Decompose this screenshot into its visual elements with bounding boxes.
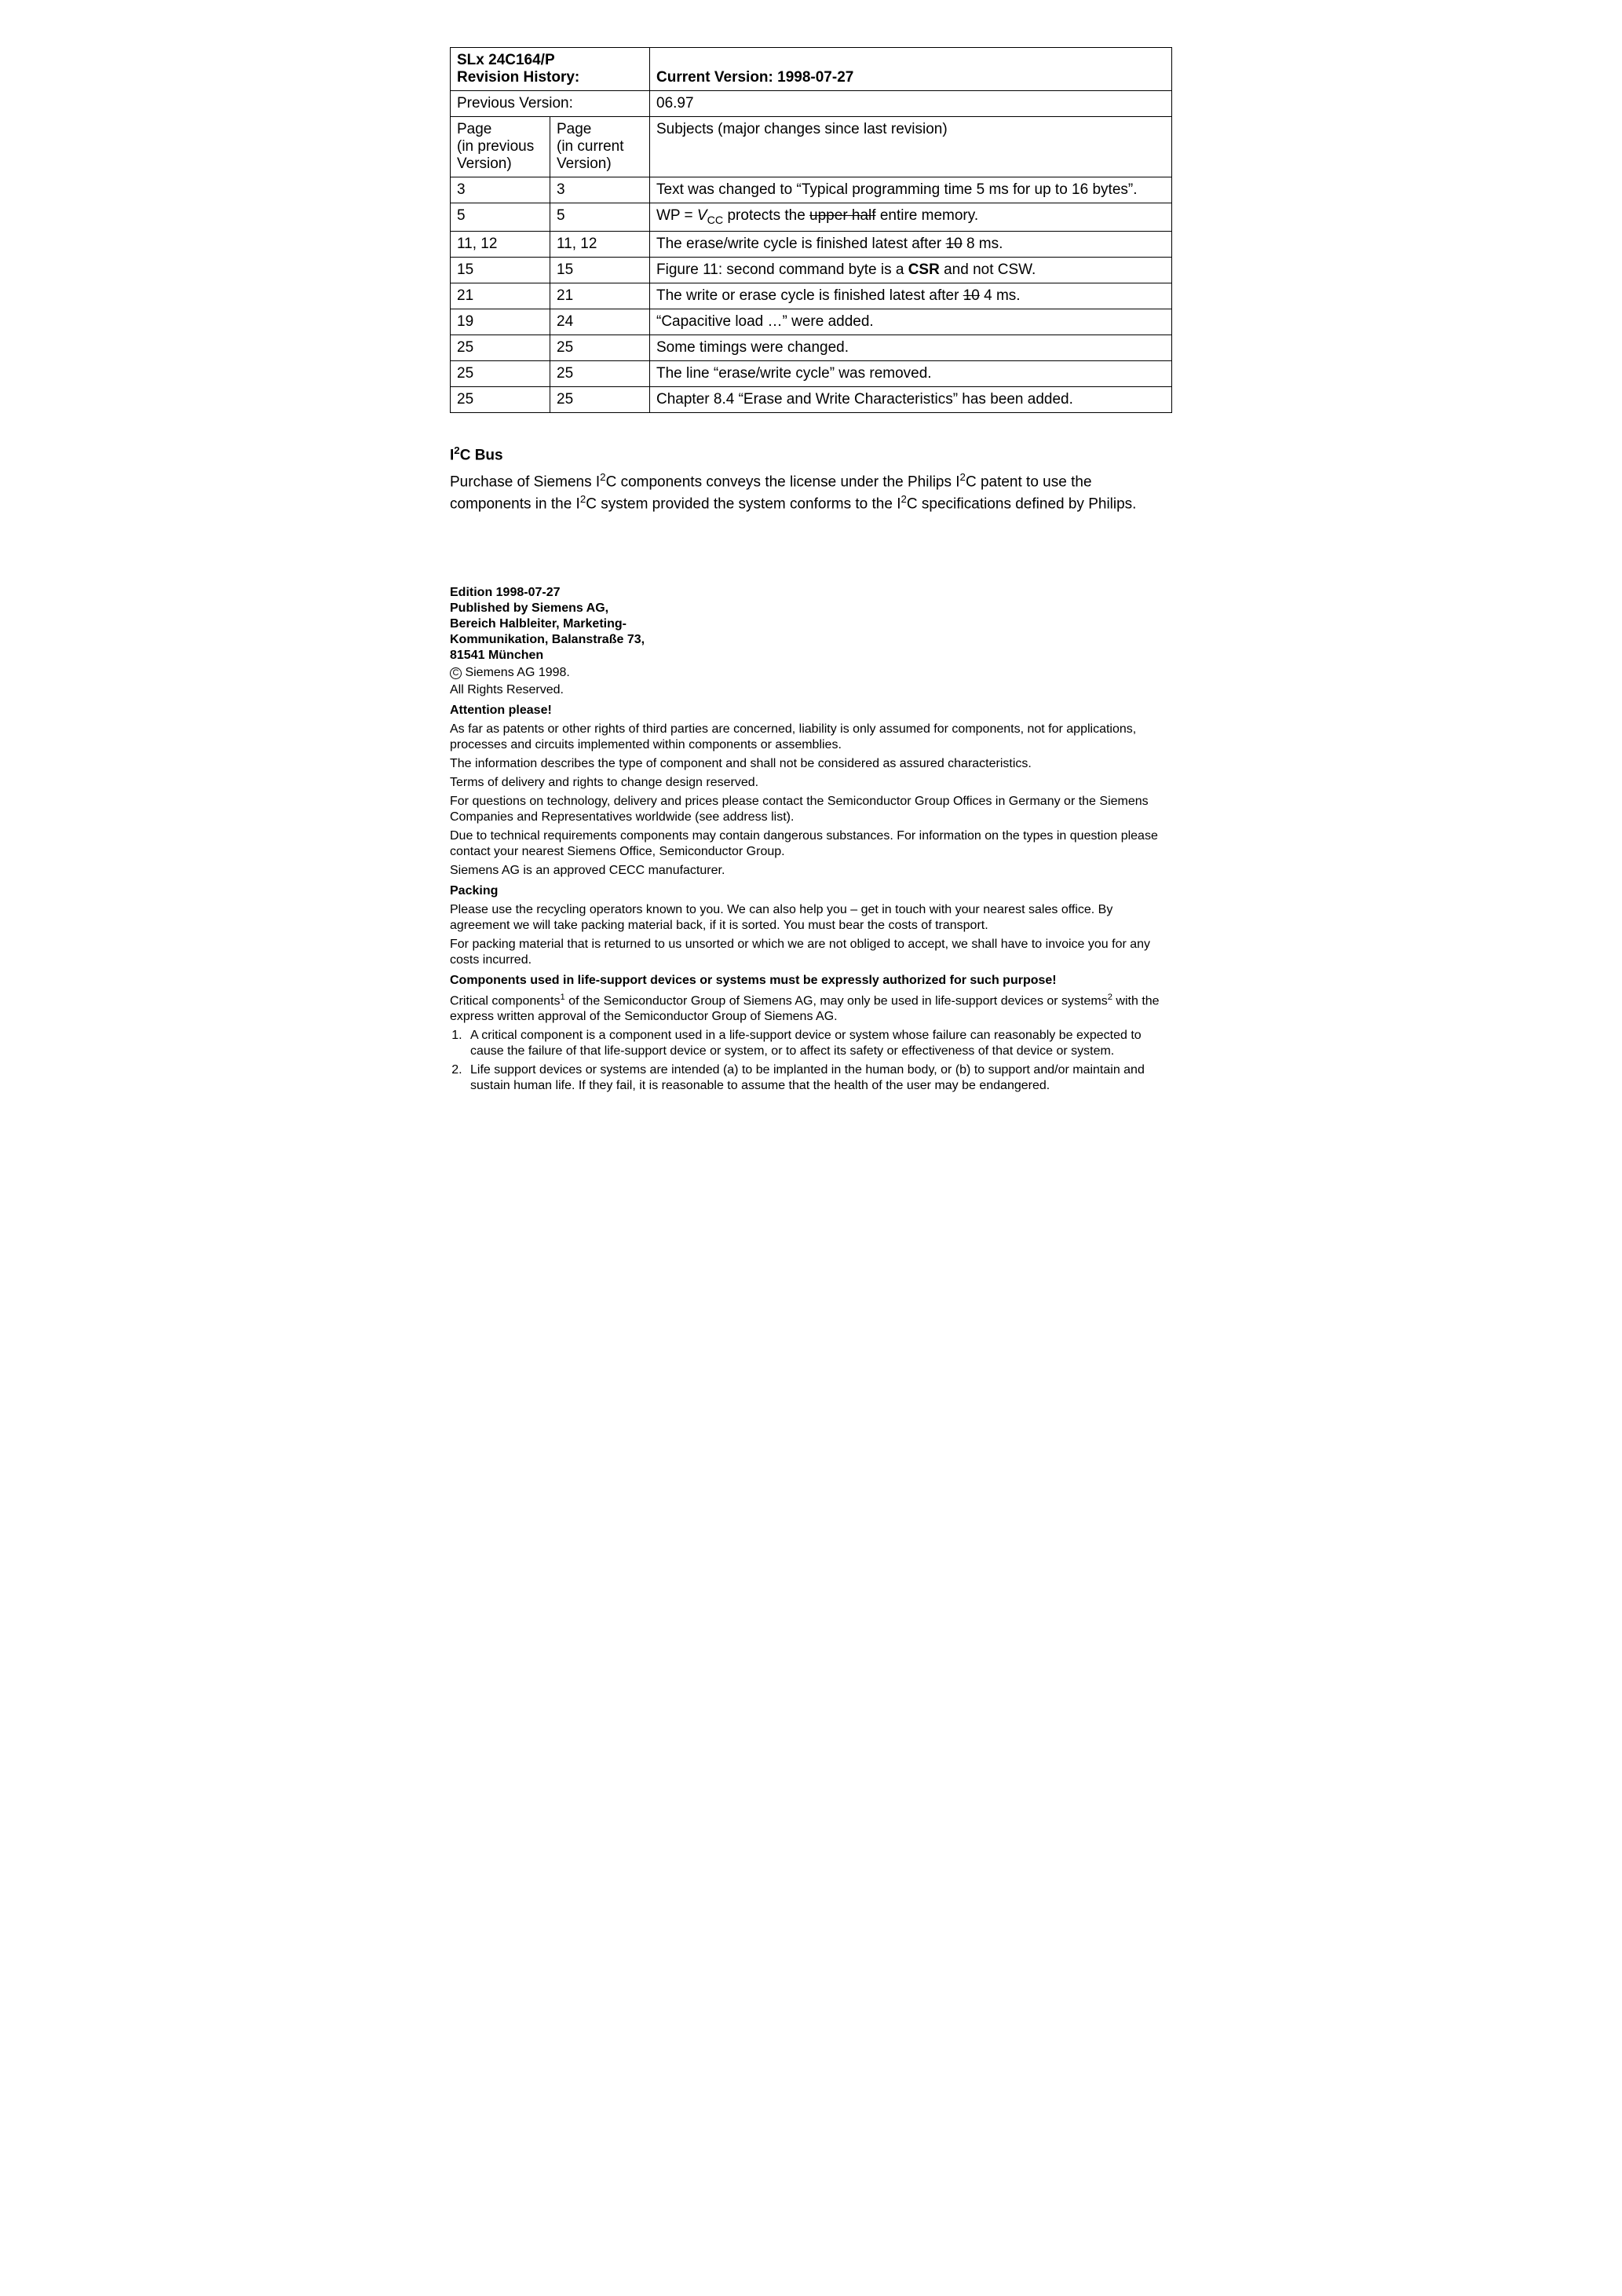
table-row: 2121The write or erase cycle is finished… bbox=[451, 283, 1172, 309]
cell-prev-page: 11, 12 bbox=[451, 231, 550, 257]
table-row: 2525Chapter 8.4 “Erase and Write Charact… bbox=[451, 386, 1172, 412]
revision-history-table: SLx 24C164/P Revision History: Current V… bbox=[450, 47, 1172, 413]
legal-paragraph: Siemens AG is an approved CECC manufactu… bbox=[450, 863, 1172, 879]
packing-paragraph: For packing material that is returned to… bbox=[450, 937, 1172, 968]
table-row: 55WP = VCC protects the upper half entir… bbox=[451, 203, 1172, 232]
table-row: 1924“Capacitive load …” were added. bbox=[451, 309, 1172, 335]
cell-subject: WP = VCC protects the upper half entire … bbox=[650, 203, 1172, 232]
cell-prev-page: 25 bbox=[451, 386, 550, 412]
header-left-cell: SLx 24C164/P Revision History: bbox=[451, 48, 650, 91]
copyright-line: C Siemens AG 1998. bbox=[450, 665, 1172, 681]
cell-subject: Text was changed to “Typical programming… bbox=[650, 177, 1172, 203]
cell-curr-page: 25 bbox=[550, 386, 650, 412]
cell-subject: Chapter 8.4 “Erase and Write Characteris… bbox=[650, 386, 1172, 412]
i2c-paragraph: Purchase of Siemens I2C components conve… bbox=[450, 470, 1172, 514]
cell-subject: “Capacitive load …” were added. bbox=[650, 309, 1172, 335]
cell-subject: Some timings were changed. bbox=[650, 335, 1172, 360]
legal-paragraph: As far as patents or other rights of thi… bbox=[450, 722, 1172, 753]
cell-subject: The erase/write cycle is finished latest… bbox=[650, 231, 1172, 257]
prev-version-label: Previous Version: bbox=[451, 91, 650, 117]
cell-prev-page: 25 bbox=[451, 360, 550, 386]
table-row: 2525Some timings were changed. bbox=[451, 335, 1172, 360]
cell-prev-page: 5 bbox=[451, 203, 550, 232]
cell-prev-page: 21 bbox=[451, 283, 550, 309]
packing-heading: Packing bbox=[450, 883, 1172, 899]
table-row: 1515Figure 11: second command byte is a … bbox=[451, 257, 1172, 283]
cell-curr-page: 21 bbox=[550, 283, 650, 309]
document-page: SLx 24C164/P Revision History: Current V… bbox=[395, 0, 1227, 1160]
cell-curr-page: 5 bbox=[550, 203, 650, 232]
product-name: SLx 24C164/P bbox=[457, 52, 555, 68]
legal-paragraph: Due to technical requirements components… bbox=[450, 828, 1172, 860]
cell-prev-page: 25 bbox=[451, 335, 550, 360]
copyright-icon: C bbox=[450, 667, 462, 679]
header-right-cell: Current Version: 1998-07-27 bbox=[650, 48, 1172, 91]
footnotes-list: A critical component is a component used… bbox=[450, 1028, 1172, 1094]
publisher-line: Published by Siemens AG, bbox=[450, 601, 1172, 616]
life-support-para: Critical components1 of the Semiconducto… bbox=[450, 992, 1172, 1025]
all-rights: All Rights Reserved. bbox=[450, 682, 1172, 698]
col-header-curr: Page (in current Version) bbox=[550, 117, 650, 177]
life-support-heading: Components used in life-support devices … bbox=[450, 973, 1172, 989]
cell-subject: The write or erase cycle is finished lat… bbox=[650, 283, 1172, 309]
legal-block: Edition 1998-07-27 Published by Siemens … bbox=[450, 585, 1172, 1094]
cell-subject: The line “erase/write cycle” was removed… bbox=[650, 360, 1172, 386]
col-header-subjects: Subjects (major changes since last revis… bbox=[650, 117, 1172, 177]
current-version-label: Current Version: 1998-07-27 bbox=[656, 69, 853, 86]
revision-history-label: Revision History: bbox=[457, 69, 579, 86]
cell-curr-page: 11, 12 bbox=[550, 231, 650, 257]
publisher-line: Bereich Halbleiter, Marketing- bbox=[450, 616, 1172, 632]
footnote-item: A critical component is a component used… bbox=[466, 1028, 1172, 1059]
i2c-heading: I2C Bus bbox=[450, 444, 1172, 464]
packing-paragraph: Please use the recycling operators known… bbox=[450, 902, 1172, 934]
legal-paragraph: The information describes the type of co… bbox=[450, 756, 1172, 772]
cell-prev-page: 15 bbox=[451, 257, 550, 283]
legal-paragraph: For questions on technology, delivery an… bbox=[450, 794, 1172, 825]
publisher-line: Kommunikation, Balanstraße 73, bbox=[450, 632, 1172, 648]
table-row: 33Text was changed to “Typical programmi… bbox=[451, 177, 1172, 203]
cell-curr-page: 3 bbox=[550, 177, 650, 203]
cell-curr-page: 24 bbox=[550, 309, 650, 335]
edition-line: Edition 1998-07-27 bbox=[450, 585, 1172, 601]
col-header-prev: Page (in previous Version) bbox=[451, 117, 550, 177]
table-row: 2525The line “erase/write cycle” was rem… bbox=[451, 360, 1172, 386]
cell-prev-page: 19 bbox=[451, 309, 550, 335]
cell-curr-page: 25 bbox=[550, 360, 650, 386]
legal-paragraph: Terms of delivery and rights to change d… bbox=[450, 775, 1172, 791]
table-row: 11, 1211, 12The erase/write cycle is fin… bbox=[451, 231, 1172, 257]
publisher-line: 81541 München bbox=[450, 648, 1172, 664]
cell-prev-page: 3 bbox=[451, 177, 550, 203]
footnote-item: Life support devices or systems are inte… bbox=[466, 1062, 1172, 1094]
attention-heading: Attention please! bbox=[450, 703, 1172, 718]
cell-curr-page: 25 bbox=[550, 335, 650, 360]
cell-curr-page: 15 bbox=[550, 257, 650, 283]
prev-version-value: 06.97 bbox=[650, 91, 1172, 117]
cell-subject: Figure 11: second command byte is a CSR … bbox=[650, 257, 1172, 283]
copyright-text: Siemens AG 1998. bbox=[465, 666, 569, 679]
